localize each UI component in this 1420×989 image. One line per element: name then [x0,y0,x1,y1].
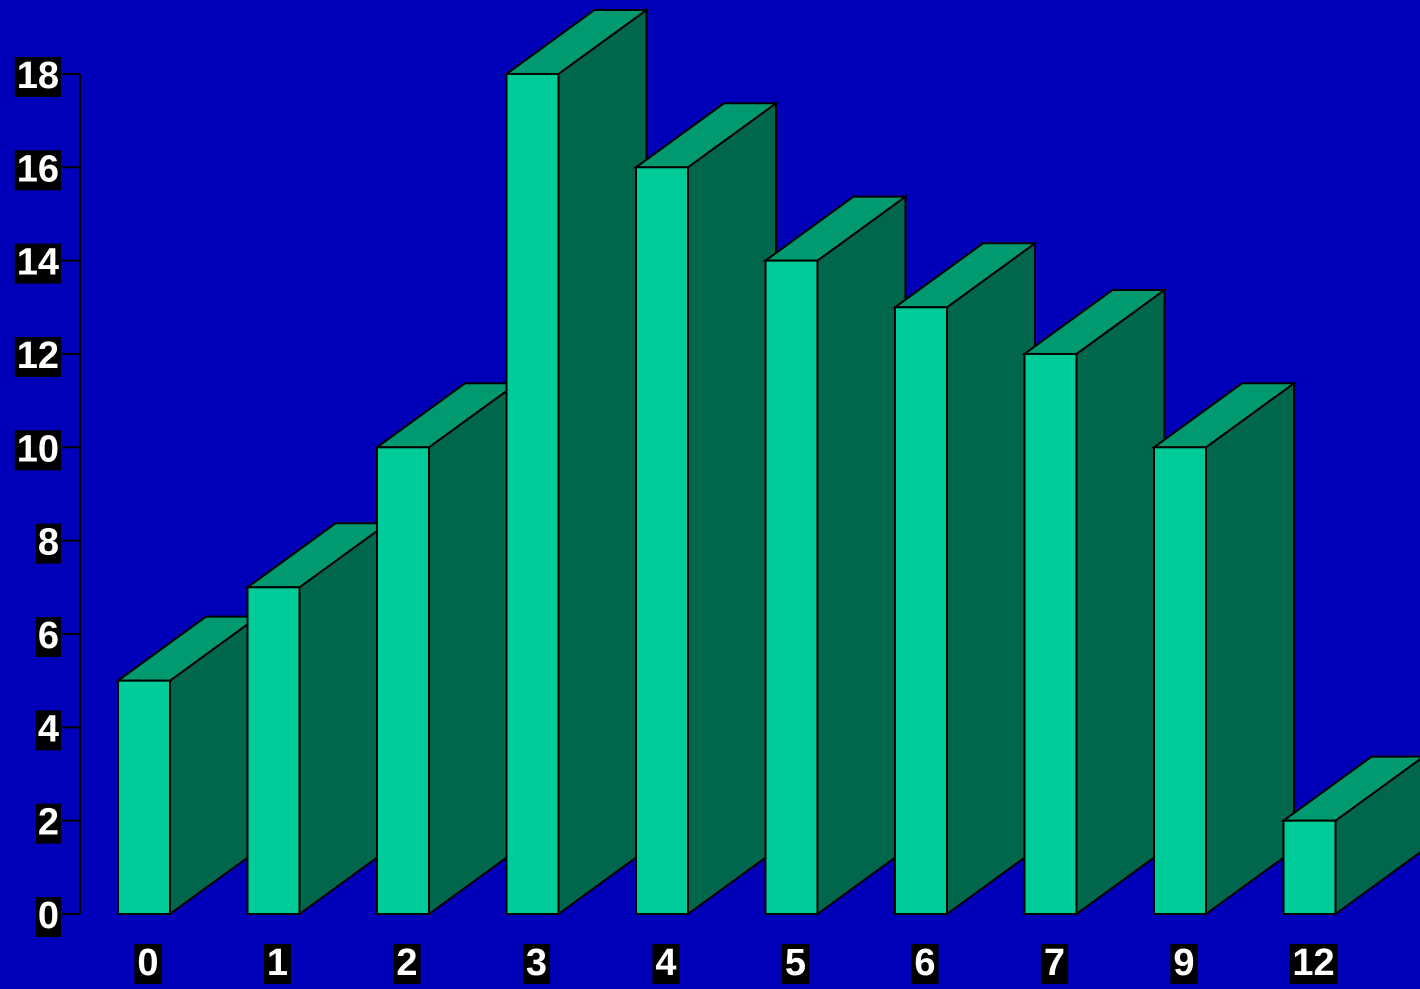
x-tick-box [911,944,939,984]
x-tick-text: 1 [267,942,288,984]
y-tick-label: 18 [14,55,61,97]
bar-2 [373,381,521,916]
y-tick-box [35,710,61,751]
axis-layer [62,72,81,915]
y-tick-box [35,616,61,657]
x-tick-label: 12 [1289,942,1338,984]
y-tick-text: 0 [38,895,59,937]
bar-front [376,446,430,915]
bar-1 [244,521,391,916]
y-tick-box [14,150,61,191]
bar-5 [762,194,909,916]
bar-front [635,166,689,915]
x-tick-text: 7 [1044,942,1065,984]
x-tick-text: 4 [655,942,676,984]
bar-front [246,586,301,915]
x-tick-box [781,944,810,984]
x-tick-label: 0 [134,942,162,984]
y-tick-box [14,56,61,97]
x-tick-text: 0 [137,942,158,984]
bar-side [557,7,648,916]
x-tick-label: 9 [1170,942,1198,984]
y-tick-box [35,803,61,844]
y-tick-text: 16 [17,148,59,190]
bar-3 [503,7,650,916]
y-tick-text: 18 [17,55,59,97]
x-tick-label: 5 [781,942,810,984]
bar-side [1205,381,1295,916]
x-tick-box [393,944,421,984]
y-tick-text: 2 [38,802,59,844]
x-tick-box [1170,944,1198,984]
x-tick-label: 2 [393,942,421,984]
x-tick-text: 9 [1173,942,1194,984]
bar-front [1282,819,1337,915]
bar-front [764,259,819,915]
y-tick-box [14,336,61,377]
x-tick-label: 7 [1040,942,1069,984]
bar-side [428,381,518,916]
x-tick-text: 2 [396,942,417,984]
y-tick-label: 2 [35,802,61,844]
bar-front [117,679,171,916]
y-tick-label: 0 [35,895,61,937]
bar-side [816,194,907,916]
bar-front [1153,446,1207,915]
x-tick-text: 5 [785,942,806,984]
x-tick-label: 1 [263,942,292,984]
y-tick-label: 4 [35,708,61,751]
bar-7 [1021,287,1168,916]
y-tick-label: 6 [35,615,61,657]
y-tick-text: 6 [38,615,59,657]
bar-6 [891,241,1039,916]
x-tick-box [1040,944,1069,984]
y-tick-box [35,523,61,564]
y-tick-text: 10 [17,428,59,470]
bar-side [298,521,389,916]
y-tick-text: 4 [38,708,59,750]
x-tick-label: 4 [652,942,680,984]
x-tick-box [263,944,292,984]
bar-side [946,241,1036,916]
x-tick-box [134,944,162,984]
x-tick-label: 3 [522,942,551,984]
x-tick-text: 6 [914,942,935,984]
bar-front [505,72,560,915]
bars-layer [114,7,1420,916]
bar-0 [114,614,262,916]
y-tick-box [14,243,61,284]
y-tick-text: 14 [17,242,59,284]
bar-front [1023,352,1078,915]
y-tick-box [35,897,61,937]
x-tick-box [652,944,680,984]
bar-side [1075,287,1166,916]
bar-4 [632,101,780,916]
bar-side [687,101,777,916]
x-tick-box [1289,944,1338,984]
y-tick-text: 12 [17,335,59,377]
y-tick-label: 12 [14,335,61,377]
x-tick-label: 6 [911,942,939,984]
y-tick-text: 8 [38,522,59,564]
x-tick-text: 12 [1292,942,1334,984]
y-tick-label: 10 [14,428,61,471]
y-tick-box [14,430,61,471]
bar-front [894,306,948,916]
x-tick-text: 3 [526,942,547,984]
y-tick-label: 8 [35,522,61,564]
x-tick-box [522,944,551,984]
y-tick-label: 16 [14,148,61,191]
y-tick-label: 14 [14,242,61,284]
bar-9 [1150,381,1298,916]
bar-12 [1280,755,1420,916]
